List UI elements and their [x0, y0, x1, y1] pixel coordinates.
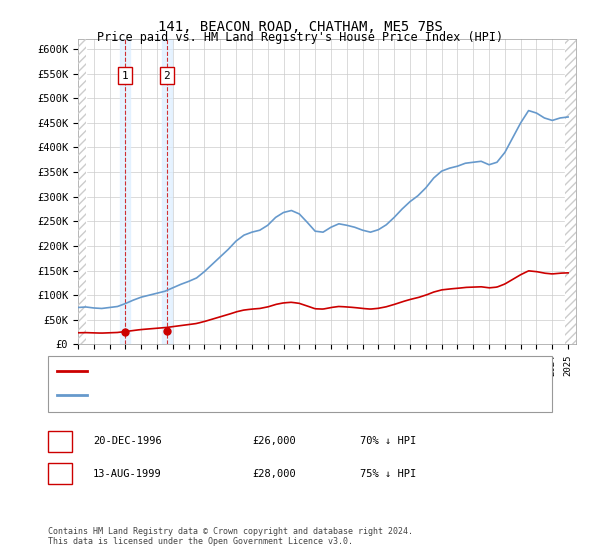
Bar	[565, 39, 576, 344]
Text: Price paid vs. HM Land Registry's House Price Index (HPI): Price paid vs. HM Land Registry's House …	[97, 31, 503, 44]
Text: £26,000: £26,000	[252, 436, 296, 446]
Text: 20-DEC-1996: 20-DEC-1996	[93, 436, 162, 446]
Text: 75% ↓ HPI: 75% ↓ HPI	[360, 469, 416, 479]
Bar	[120, 39, 130, 344]
Bar	[78, 39, 86, 344]
Text: 141, BEACON ROAD, CHATHAM, ME5 7BS: 141, BEACON ROAD, CHATHAM, ME5 7BS	[158, 20, 442, 34]
Text: 2: 2	[57, 469, 63, 479]
Text: 2: 2	[163, 71, 170, 81]
Text: 13-AUG-1999: 13-AUG-1999	[93, 469, 162, 479]
Text: 1: 1	[122, 71, 128, 81]
Text: HPI: Average price, detached house, Medway: HPI: Average price, detached house, Medw…	[93, 390, 340, 400]
Text: 1: 1	[57, 436, 63, 446]
Text: Contains HM Land Registry data © Crown copyright and database right 2024.
This d: Contains HM Land Registry data © Crown c…	[48, 526, 413, 546]
Bar	[565, 39, 576, 344]
Text: £28,000: £28,000	[252, 469, 296, 479]
Bar	[78, 39, 86, 344]
Text: 141, BEACON ROAD, CHATHAM, ME5 7BS (detached house): 141, BEACON ROAD, CHATHAM, ME5 7BS (deta…	[93, 366, 392, 376]
Text: 70% ↓ HPI: 70% ↓ HPI	[360, 436, 416, 446]
Bar	[162, 39, 172, 344]
